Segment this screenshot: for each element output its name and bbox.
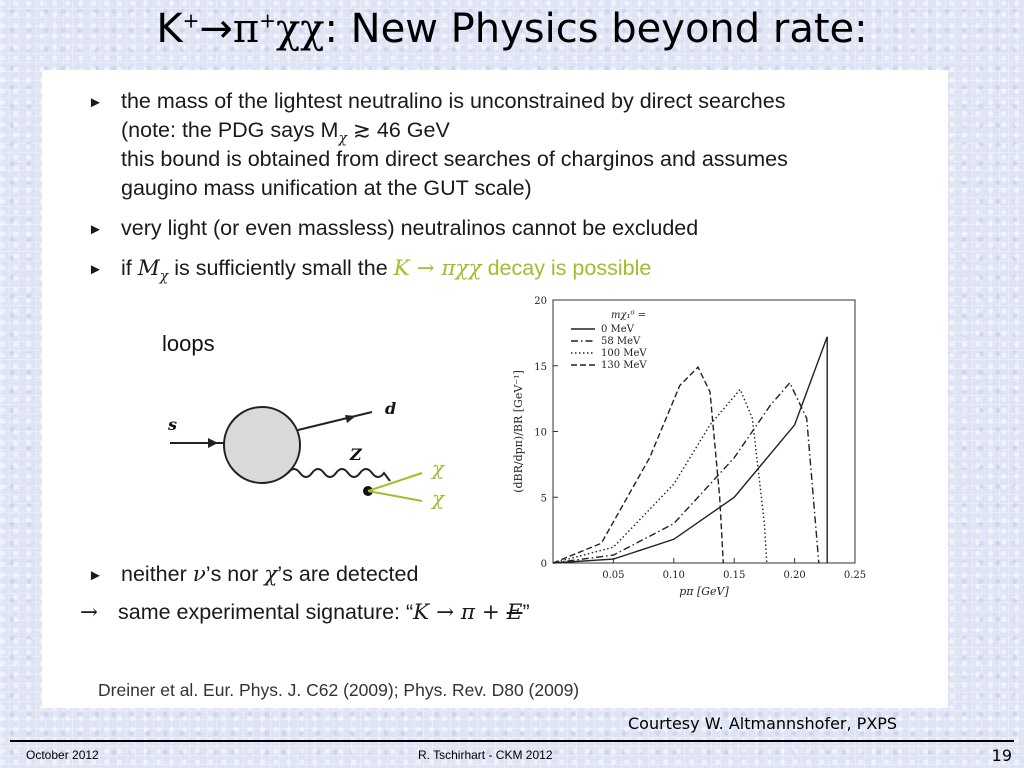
bullet-text: neither ν’s nor χ’s are detected <box>121 560 418 589</box>
page-number: 19 <box>991 746 1012 765</box>
title-chichi: χχ <box>275 6 325 52</box>
chart-series <box>552 336 828 564</box>
missing-energy: E <box>506 600 523 625</box>
pdg-bound: ≳ 46 GeV <box>346 118 450 142</box>
label-s: s <box>167 415 177 434</box>
title-arrow: → <box>199 6 233 52</box>
y-tick-label: 20 <box>534 296 547 307</box>
bullet-line: gaugino mass unification at the GUT scal… <box>121 176 532 200</box>
footer-author: R. Tschirhart - CKM 2012 <box>418 748 553 762</box>
bullet-line: this bound is obtained from direct searc… <box>121 147 788 171</box>
y-tick-label: 0 <box>541 559 547 570</box>
pdg-note: (note: the PDG says M <box>121 118 339 142</box>
x-tick-label: 0.25 <box>844 570 866 581</box>
loop-diagram: s d Z χ χ <box>167 399 446 510</box>
chart-axes: 0.05 0.10 0.15 0.20 0.25 0 5 10 15 20 pπ [GeV] (dBR… <box>512 296 866 598</box>
series-line <box>552 388 768 564</box>
label-chi-1: χ <box>430 456 446 480</box>
label-d: d <box>385 399 396 418</box>
legend-label: 130 MeV <box>601 360 647 371</box>
loops-label: loops <box>162 331 215 356</box>
signature-pi: → π + <box>429 600 507 625</box>
bullet-line: (note: the PDG says Mχ ≳ 46 GeV <box>121 116 450 153</box>
text-detected: ’s are detected <box>277 562 419 586</box>
slide-title: K+→π+χχ: New Physics beyond rate: <box>0 6 1024 52</box>
title-rest: : New Physics beyond rate: <box>324 6 868 52</box>
y-tick-label: 15 <box>534 362 547 373</box>
text-neither: neither <box>121 562 193 586</box>
momentum-spectrum-chart: 0.05 0.10 0.15 0.20 0.25 0 5 10 15 20 pπ [GeV] (dBR… <box>512 296 866 598</box>
decay-k: K <box>393 256 410 281</box>
chi-line-2 <box>367 490 423 502</box>
x-tick-label: 0.05 <box>602 570 624 581</box>
bullet-line: the mass of the lightest neutralino is u… <box>121 89 786 113</box>
label-chi-2: χ <box>430 486 446 510</box>
d-quark-line <box>297 411 373 431</box>
bullet-marker: ► <box>88 221 103 238</box>
content-panel <box>42 70 948 708</box>
bullet-marker: ► <box>88 567 103 584</box>
courtesy-credit: Courtesy W. Altmannshofer, PXPS <box>628 714 898 733</box>
text-mid: is sufficiently small the <box>168 256 394 280</box>
series-line <box>552 365 724 564</box>
decay-text: decay is possible <box>481 256 652 280</box>
decay-arrow: → <box>409 256 442 281</box>
bullet-marker: ► <box>88 94 103 111</box>
legend-label: 100 MeV <box>601 348 647 359</box>
plot-frame <box>552 299 856 564</box>
legend-label: 58 MeV <box>601 336 641 347</box>
signature-k: K <box>413 600 430 625</box>
series-line <box>552 336 828 564</box>
chi-subscript: χ <box>338 130 347 147</box>
x-axis-label: pπ [GeV] <box>679 585 729 598</box>
signature-text: same experimental signature: “ <box>118 600 414 624</box>
loop-blob <box>223 406 301 484</box>
decay-products: πχχ <box>441 256 482 281</box>
chi-subscript: χ <box>159 268 169 285</box>
label-z: Z <box>349 445 363 464</box>
text-if: if <box>121 256 138 280</box>
x-tick-label: 0.10 <box>663 570 685 581</box>
title-k: K <box>156 6 183 52</box>
legend-title: mχ₁⁰ = <box>611 310 646 321</box>
footer-date: October 2012 <box>26 748 99 762</box>
title-piplus: + <box>259 8 276 33</box>
decay-highlight: K → πχχ decay is possible <box>393 256 652 281</box>
chi-symbol: χ <box>264 562 278 587</box>
y-tick-label: 10 <box>534 428 547 439</box>
y-tick-label: 5 <box>541 493 547 504</box>
mass-symbol: M <box>137 256 160 281</box>
z-propagator <box>287 468 391 482</box>
bullet-text: very light (or even massless) neutralino… <box>121 216 699 240</box>
series-line <box>552 381 820 564</box>
text-nor: ’s nor <box>205 562 265 586</box>
x-tick-label: 0.15 <box>723 570 745 581</box>
bullet-marker: ► <box>88 261 103 278</box>
reference-citation: Dreiner et al. Eur. Phys. J. C62 (2009);… <box>98 680 580 700</box>
chi-line-1 <box>367 472 423 492</box>
s-arrow <box>208 438 218 448</box>
legend-label: 0 MeV <box>601 324 635 335</box>
signature-line: → same experimental signature: “K → π + … <box>80 600 530 625</box>
d-arrow <box>345 415 356 423</box>
footer-rule <box>10 740 1014 742</box>
signature-arrow: → <box>80 600 99 625</box>
signature-close: ” <box>522 600 530 624</box>
title-pi: π <box>232 6 260 52</box>
title-kplus: + <box>182 8 200 33</box>
x-tick-label: 0.20 <box>783 570 805 581</box>
nu-symbol: ν <box>192 562 206 587</box>
bullet-text: if Mχ is sufficiently small the K → πχχ … <box>121 254 651 291</box>
y-axis-label: (dBR/dpπ)/BR [GeV⁻¹] <box>512 370 525 493</box>
